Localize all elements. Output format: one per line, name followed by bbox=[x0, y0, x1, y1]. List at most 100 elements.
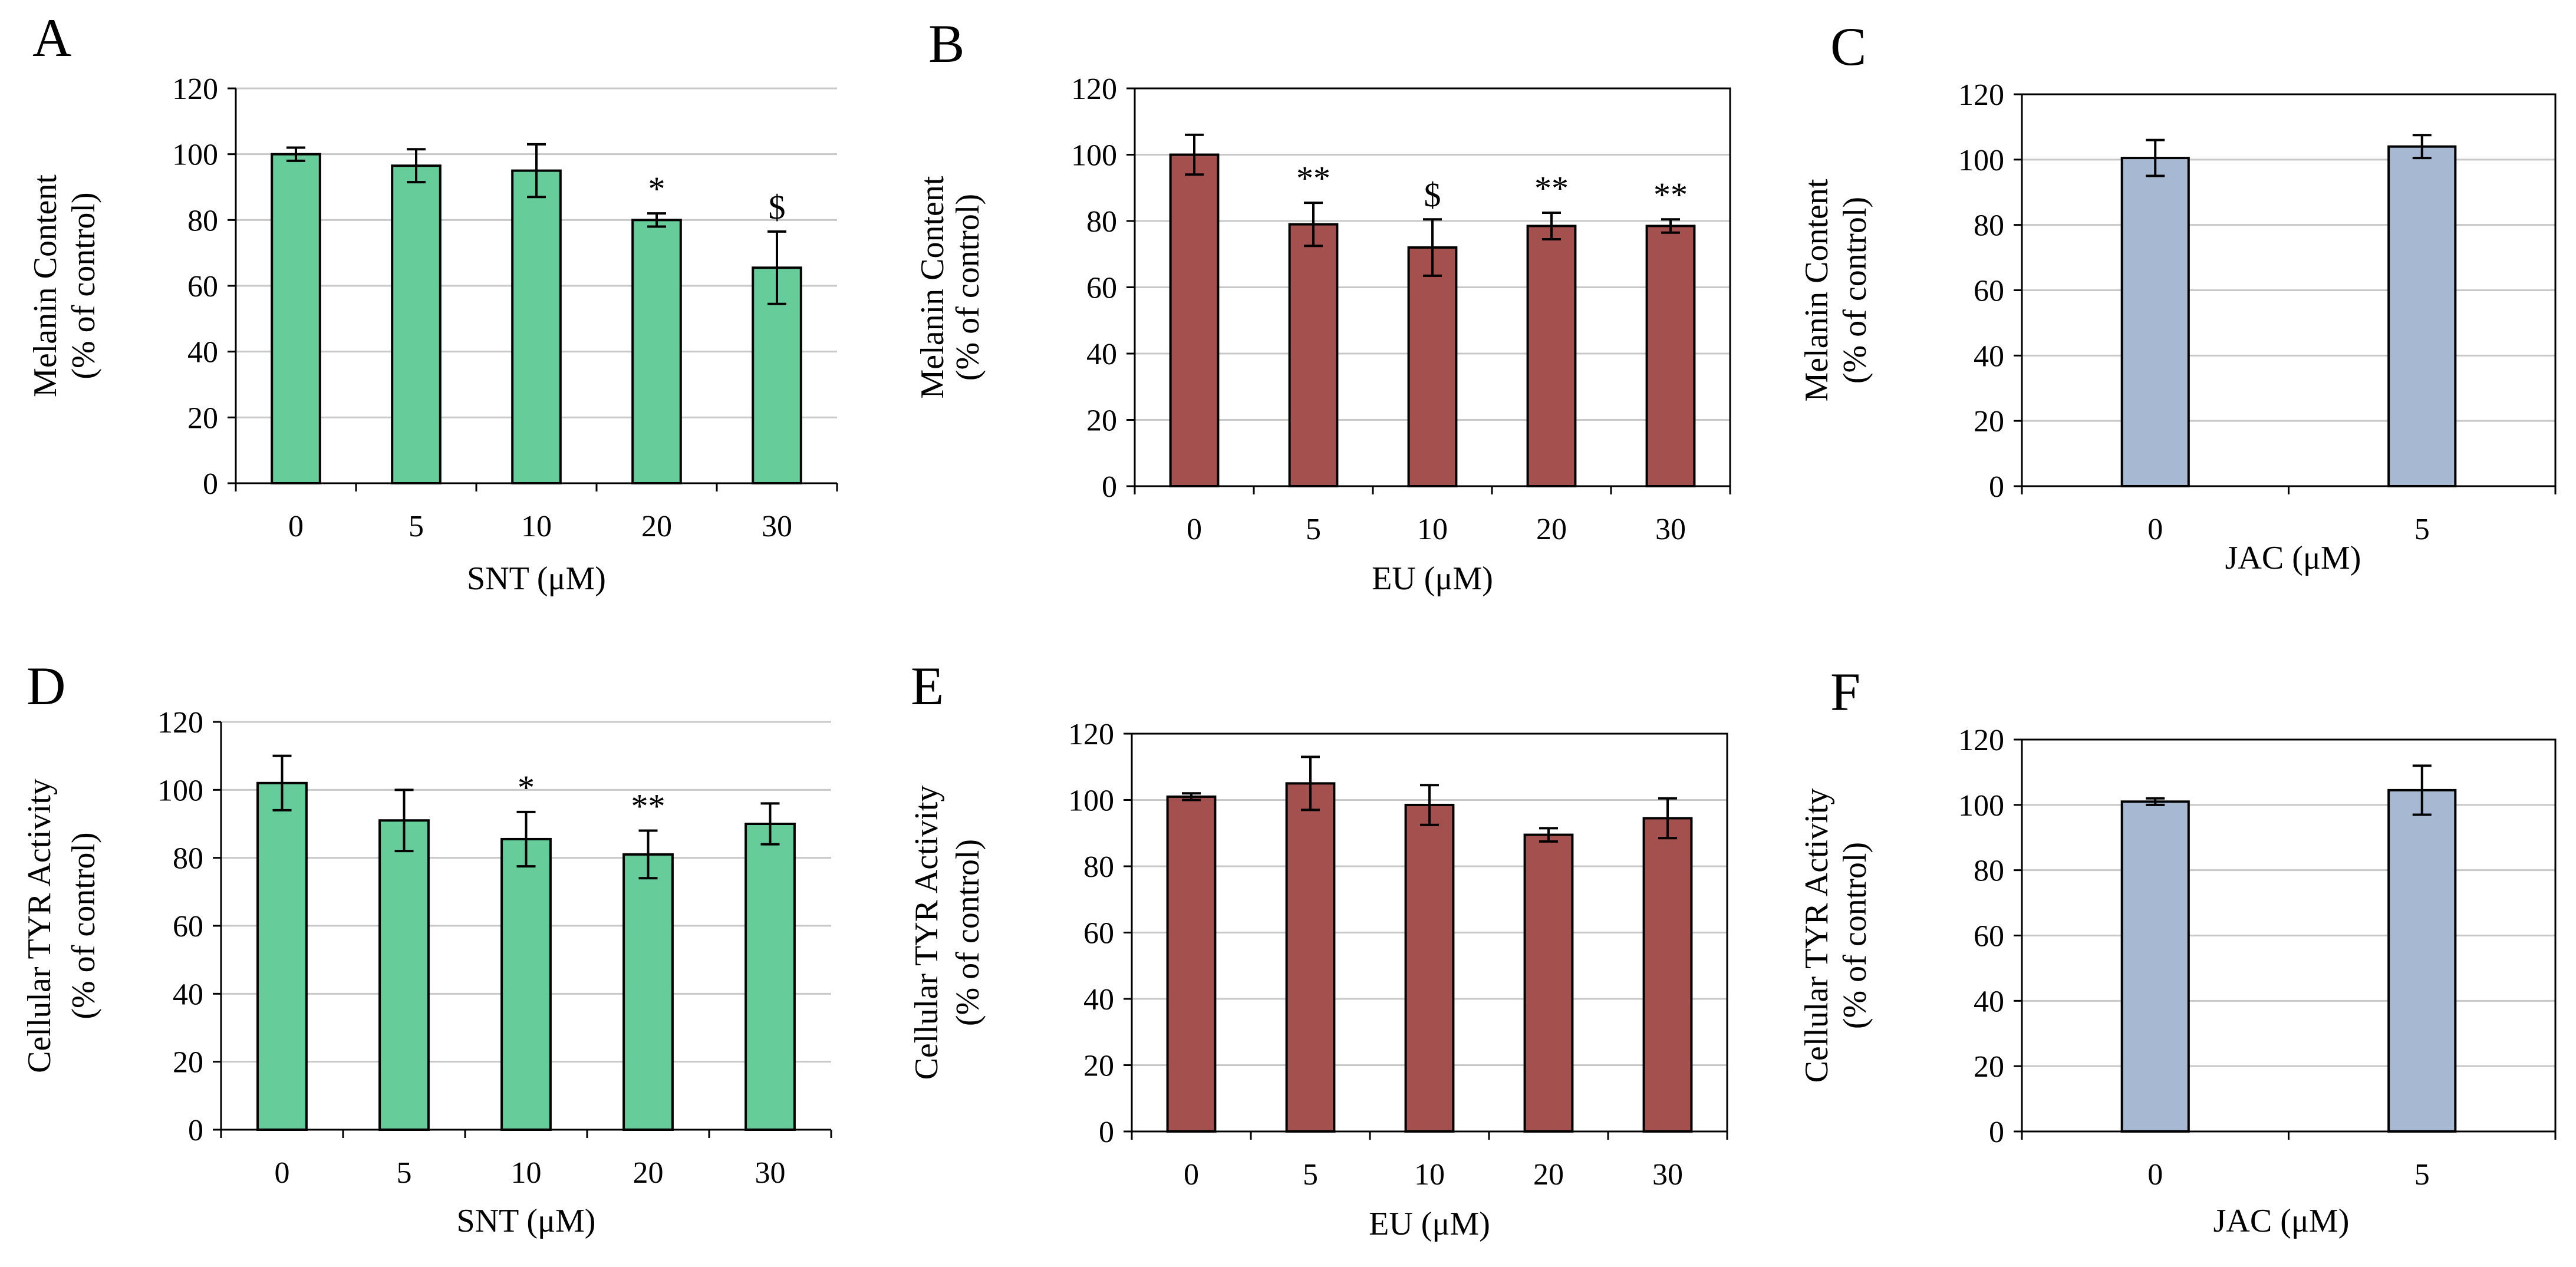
bar bbox=[271, 153, 321, 484]
y-tick-label: 120 bbox=[157, 706, 203, 740]
chart-panel-b: 0 20 40 60 80 100 120 0 5 ** 10 $20 ** 30 ** EU (μM) Mel… bbox=[914, 14, 1731, 597]
y-axis-sublabel: (% of control) bbox=[65, 192, 102, 379]
bar bbox=[1526, 225, 1577, 487]
bar bbox=[2387, 788, 2457, 1133]
x-tick-label: 5 bbox=[397, 1156, 412, 1190]
significance-marker: $ bbox=[1424, 176, 1441, 214]
significance-marker: ** bbox=[1296, 159, 1330, 197]
error-bar bbox=[1661, 218, 1680, 234]
y-tick-label: 100 bbox=[1068, 784, 1114, 818]
error-bar bbox=[647, 212, 666, 228]
bar bbox=[391, 164, 442, 485]
x-axis-label: JAC (μM) bbox=[2225, 540, 2361, 576]
x-tick-label: 0 bbox=[1184, 1158, 1199, 1192]
y-axis-label: Cellular TYR Activity bbox=[1798, 788, 1835, 1083]
y-tick-label: 20 bbox=[1974, 1050, 2004, 1084]
x-axis-label: JAC (μM) bbox=[2213, 1203, 2350, 1239]
x-tick-label: 0 bbox=[2147, 1158, 2163, 1192]
y-tick-label: 100 bbox=[1071, 139, 1117, 173]
y-tick-label: 60 bbox=[1974, 920, 2004, 953]
bar bbox=[1288, 223, 1339, 487]
x-tick-label: 20 bbox=[1533, 1158, 1564, 1192]
error-bar bbox=[1182, 792, 1201, 801]
error-bar bbox=[2146, 797, 2165, 806]
error-bar bbox=[2146, 138, 2165, 177]
bar bbox=[378, 819, 430, 1131]
y-tick-label: 40 bbox=[173, 978, 203, 1011]
error-bar bbox=[1542, 211, 1561, 240]
x-axis-label: SNT (μM) bbox=[467, 560, 606, 597]
y-tick-label: 60 bbox=[1083, 917, 1114, 951]
y-axis-label: Cellular TYR Activity bbox=[908, 786, 945, 1080]
y-tick-label: 120 bbox=[1071, 72, 1117, 106]
y-tick-label: 100 bbox=[1958, 144, 2004, 177]
panel-label: F bbox=[1830, 662, 1860, 722]
bar bbox=[1285, 782, 1336, 1133]
significance-marker: ** bbox=[1653, 176, 1688, 214]
error-bar bbox=[407, 148, 426, 184]
y-tick-label: 80 bbox=[1086, 205, 1117, 239]
y-axis-sublabel: (% of control) bbox=[1837, 197, 1873, 384]
y-tick-label: 80 bbox=[1974, 209, 2004, 243]
x-tick-label: 0 bbox=[275, 1156, 290, 1190]
x-tick-label: 20 bbox=[633, 1156, 664, 1190]
error-bar bbox=[2412, 134, 2432, 160]
y-tick-label: 100 bbox=[172, 138, 218, 172]
error-bar bbox=[2412, 764, 2432, 816]
y-tick-label: 40 bbox=[1086, 338, 1117, 371]
error-bar bbox=[1185, 133, 1204, 176]
chart-panel-a: 0 20 40 60 80 100 120 0 5 10 20 * 30 $ SNT (μM) Melanin… bbox=[27, 8, 838, 597]
y-tick-label: 100 bbox=[1958, 789, 2004, 823]
bar bbox=[511, 169, 562, 485]
panel-label: B bbox=[928, 14, 964, 74]
y-tick-label: 20 bbox=[1083, 1050, 1114, 1083]
panel-label: A bbox=[32, 8, 71, 68]
bar bbox=[1407, 246, 1458, 487]
y-tick-label: 40 bbox=[187, 336, 218, 369]
bar bbox=[752, 266, 802, 484]
x-tick-label: 10 bbox=[1414, 1158, 1445, 1192]
y-tick-label: 120 bbox=[1068, 718, 1114, 751]
error-bar bbox=[516, 810, 536, 868]
y-tick-label: 40 bbox=[1974, 985, 2004, 1018]
bar bbox=[256, 781, 308, 1131]
x-tick-label: 5 bbox=[2414, 513, 2430, 546]
chart-panel-c: 0 20 40 60 80 100 120 0 5 JAC (μM) Melanin Content… bbox=[1798, 17, 2557, 576]
x-tick-label: 20 bbox=[1536, 513, 1567, 546]
bar bbox=[2387, 145, 2457, 487]
y-tick-label: 0 bbox=[188, 1114, 203, 1147]
y-tick-label: 0 bbox=[1989, 1116, 2004, 1149]
bar bbox=[745, 823, 796, 1131]
y-axis-label: Cellular TYR Activity bbox=[21, 778, 58, 1073]
panel-label: D bbox=[27, 656, 65, 716]
y-axis-label: Melanin Content bbox=[27, 174, 64, 397]
y-tick-label: 20 bbox=[187, 401, 218, 435]
error-bar bbox=[760, 802, 780, 846]
bar bbox=[631, 219, 682, 484]
y-tick-label: 120 bbox=[1958, 78, 2004, 112]
y-tick-label: 40 bbox=[1083, 983, 1114, 1017]
panel-label: E bbox=[911, 656, 944, 716]
y-axis-sublabel: (% of control) bbox=[950, 839, 986, 1026]
bar bbox=[1645, 225, 1696, 487]
error-bar bbox=[638, 829, 658, 880]
y-tick-label: 80 bbox=[173, 842, 203, 876]
error-bar bbox=[1301, 755, 1320, 811]
y-tick-label: 40 bbox=[1974, 339, 2004, 373]
y-tick-label: 0 bbox=[203, 467, 218, 501]
significance-marker: * bbox=[518, 768, 535, 807]
y-tick-label: 60 bbox=[1974, 275, 2004, 308]
error-bar bbox=[394, 788, 414, 853]
y-tick-label: 0 bbox=[1099, 1116, 1114, 1149]
x-axis-label: EU (μM) bbox=[1372, 560, 1493, 597]
significance-marker: ** bbox=[631, 787, 666, 826]
y-tick-label: 60 bbox=[187, 270, 218, 303]
y-tick-label: 100 bbox=[157, 774, 203, 807]
x-tick-label: 10 bbox=[1417, 513, 1448, 546]
x-tick-label: 30 bbox=[1652, 1158, 1683, 1192]
error-bar bbox=[286, 146, 305, 162]
y-tick-label: 60 bbox=[173, 910, 203, 943]
bar bbox=[1642, 817, 1693, 1133]
y-tick-label: 20 bbox=[173, 1046, 203, 1080]
